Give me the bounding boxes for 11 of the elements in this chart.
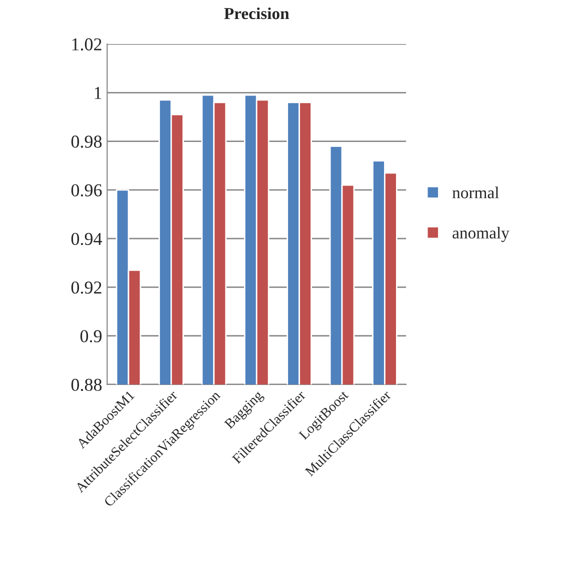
y-tick-label: 0.94	[71, 232, 102, 246]
y-tick-label: 0.96	[71, 184, 102, 196]
y-tick-label: 0.92	[71, 281, 102, 294]
y-tick-label: 0.9	[80, 330, 102, 342]
legend-label: anomaly	[452, 226, 510, 242]
y-tick-label: 1.02	[72, 38, 102, 51]
y-tick-label: 1	[94, 87, 102, 99]
chart-title: Precision	[224, 7, 290, 20]
y-tick-label: 0.88	[71, 378, 102, 392]
legend-label: normal	[452, 186, 499, 198]
y-tick-label: 0.98	[71, 136, 102, 148]
